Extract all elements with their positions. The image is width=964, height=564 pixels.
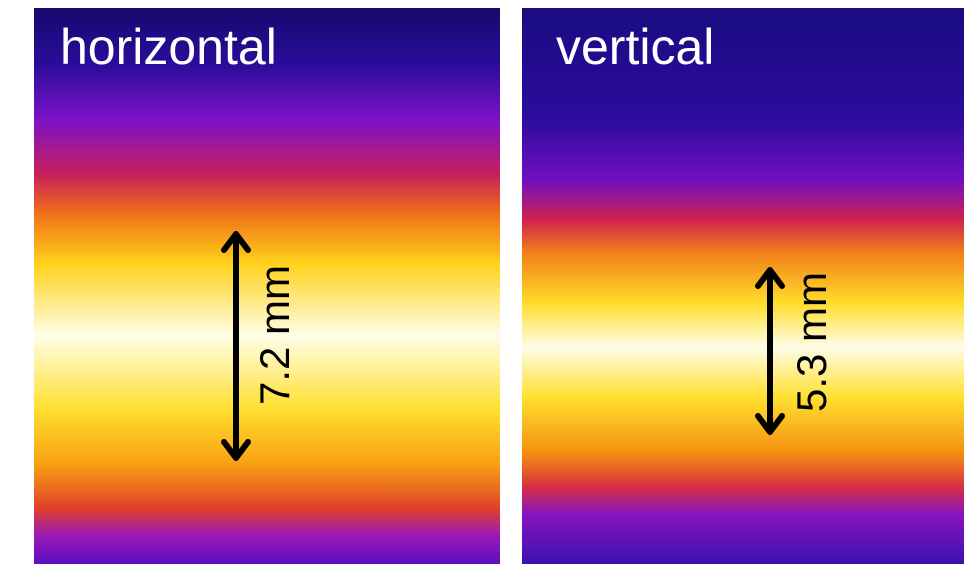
figure: horizontal vertical 7.2 mm 5.3 mm (0, 0, 964, 564)
page: horizontal vertical 7.2 mm 5.3 mm (() =>… (0, 0, 964, 564)
panel-title: horizontal (60, 19, 277, 75)
measurement-label: 5.3 mm (788, 272, 835, 412)
panel-title: vertical (556, 19, 714, 75)
measurement-label: 7.2 mm (251, 265, 298, 405)
image-vertical (522, 8, 964, 564)
